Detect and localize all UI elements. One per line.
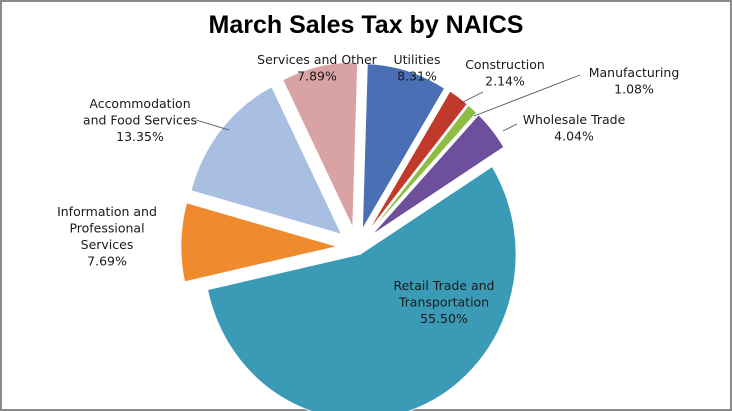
slice-label-4: Wholesale Trade 4.04% <box>523 112 626 144</box>
pie-slice-6 <box>180 202 339 283</box>
slice-label-6: Information and Professional Services 7.69% <box>57 204 157 269</box>
slice-label-2: Construction 2.14% <box>465 57 545 89</box>
chart-title: March Sales Tax by NAICS <box>209 11 524 39</box>
leader-line-7 <box>195 119 230 131</box>
slice-label-5: Retail Trade and Transportation 55.50% <box>393 278 494 326</box>
pie-slice-2 <box>367 90 468 232</box>
pie-slices <box>180 62 517 411</box>
slice-labels: Utilities 8.31% Construction 2.14% Manufactu… <box>57 52 679 326</box>
pie-slice-1 <box>362 63 446 230</box>
slice-label-8: Services and Other 7.89% <box>257 52 378 84</box>
pie-slice-5 <box>207 166 517 411</box>
leader-lines <box>195 74 581 132</box>
pie-slice-4 <box>371 114 505 236</box>
pie-slice-7 <box>190 86 343 235</box>
pie-slice-8 <box>282 62 359 228</box>
slice-label-1: Utilities 8.31% <box>393 52 440 84</box>
leader-line-2 <box>460 91 484 104</box>
slice-label-3: Manufacturing 1.08% <box>589 65 680 97</box>
slice-label-7: Accommodation and Food Services 13.35% <box>83 96 197 144</box>
leader-line-3 <box>473 74 581 117</box>
leader-line-4 <box>502 123 518 132</box>
pie-slice-3 <box>369 104 478 234</box>
